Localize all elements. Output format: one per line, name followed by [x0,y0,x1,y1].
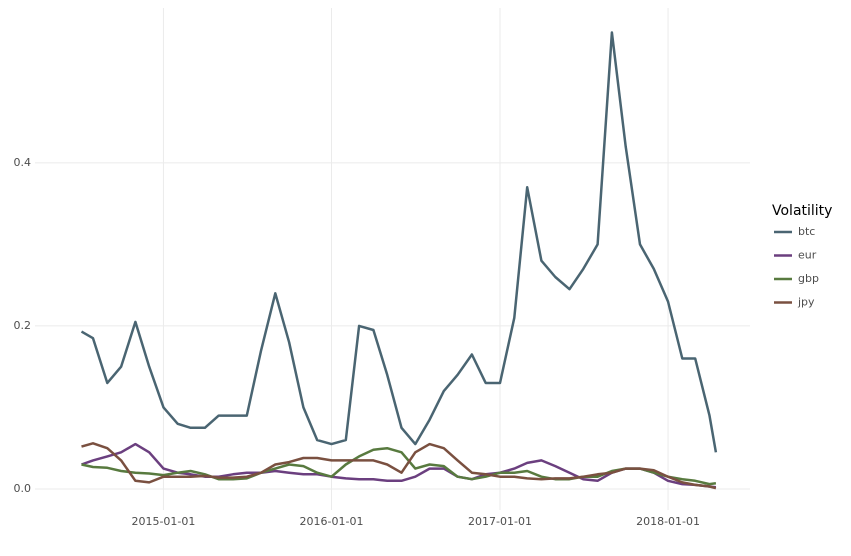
legend-label: btc [798,225,815,238]
y-tick-label: 0.2 [14,319,32,332]
line [81,446,717,486]
y-tick-label: 0.0 [14,482,32,495]
line [80,31,718,453]
x-tick-label: 2015-01-01 [131,515,195,528]
x-tick-label: 2017-01-01 [468,515,532,528]
legend-label: gbp [798,272,819,285]
x-tick-label: 2018-01-01 [636,515,700,528]
legend-title: Volatility [772,203,832,219]
legend-label: jpy [797,296,815,309]
legend-label: eur [798,249,817,262]
y-tick-label: 0.4 [14,156,32,169]
x-tick-label: 2016-01-01 [300,515,364,528]
line [81,442,717,490]
